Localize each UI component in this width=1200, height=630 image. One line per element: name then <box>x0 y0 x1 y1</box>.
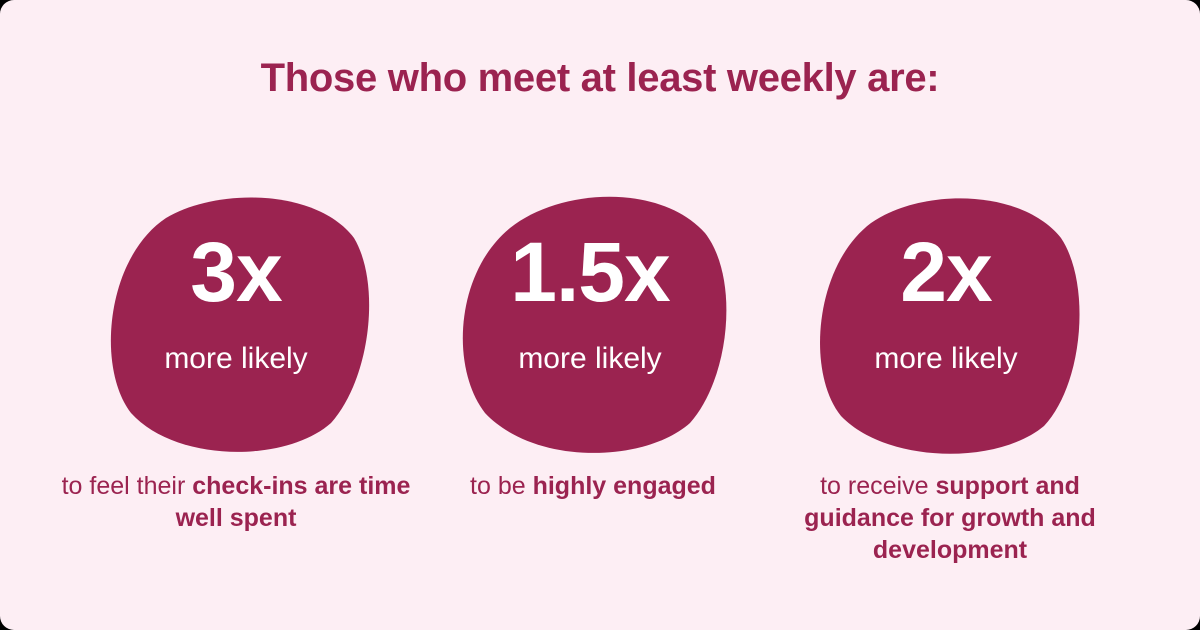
stat-value: 2x <box>900 225 992 319</box>
stat-label: more likely <box>164 342 308 375</box>
stat-2x: 2x more likely <box>806 188 1086 458</box>
blob-shape <box>110 197 370 452</box>
blob-shape <box>820 198 1080 454</box>
stat-label: more likely <box>518 342 662 375</box>
stat-description: to feel their check-ins are time well sp… <box>61 472 411 532</box>
stat-label: more likely <box>874 342 1018 375</box>
stat-description: to receive support and guidance for grow… <box>804 472 1096 564</box>
stat-3x: 3x more likely <box>96 188 376 458</box>
stat-value: 1.5x <box>510 225 671 319</box>
stat-1-5x: 1.5x more likely <box>450 188 730 458</box>
blob-shape <box>462 196 727 453</box>
stat-description: to be highly engaged <box>470 472 716 500</box>
stat-value: 3x <box>190 225 282 319</box>
page-title: Those who meet at least weekly are: <box>260 56 940 100</box>
